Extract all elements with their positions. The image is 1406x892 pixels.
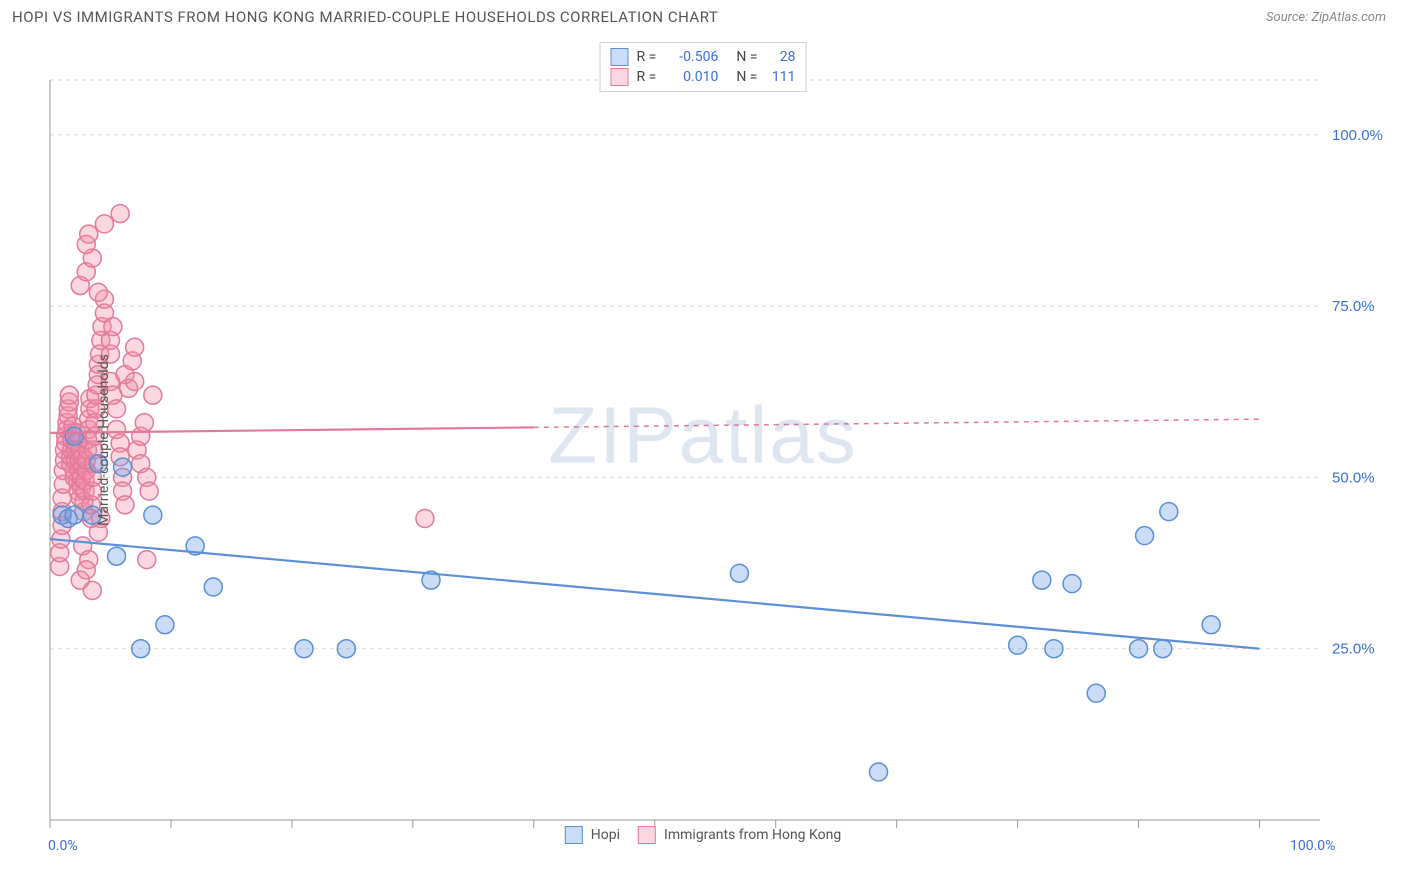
chart-title: HOPI VS IMMIGRANTS FROM HONG KONG MARRIE… — [12, 8, 718, 26]
legend-row-hk: R = 0.010 N = 111 — [611, 67, 796, 87]
x-axis-max: 100.0% — [1290, 838, 1335, 854]
swatch-hk — [611, 68, 629, 86]
scatter-plot: 25.0% 50.0% 75.0% 100.0% — [0, 30, 1406, 850]
legend-row-hopi: R = -0.506 N = 28 — [611, 47, 796, 67]
chart-header: HOPI VS IMMIGRANTS FROM HONG KONG MARRIE… — [0, 0, 1406, 30]
source-label: Source: ZipAtlas.com — [1266, 10, 1386, 25]
svg-text:25.0%: 25.0% — [1332, 641, 1375, 658]
series-legend: Hopi Immigrants from Hong Kong — [565, 826, 841, 844]
svg-text:50.0%: 50.0% — [1332, 469, 1375, 486]
chart-area: Married-couple Households 25.0% 50.0% 75.0… — [0, 30, 1406, 850]
swatch-hopi — [565, 826, 583, 844]
correlation-legend: R = -0.506 N = 28 R = 0.010 N = 111 — [600, 42, 807, 92]
swatch-hopi — [611, 48, 629, 66]
legend-item-hopi: Hopi — [565, 826, 620, 844]
svg-text:100.0%: 100.0% — [1332, 127, 1383, 144]
x-axis-min: 0.0% — [48, 838, 78, 854]
svg-text:75.0%: 75.0% — [1332, 298, 1375, 315]
swatch-hk — [638, 826, 656, 844]
y-axis-label: Married-couple Households — [96, 354, 112, 526]
legend-item-hk: Immigrants from Hong Kong — [638, 826, 841, 844]
